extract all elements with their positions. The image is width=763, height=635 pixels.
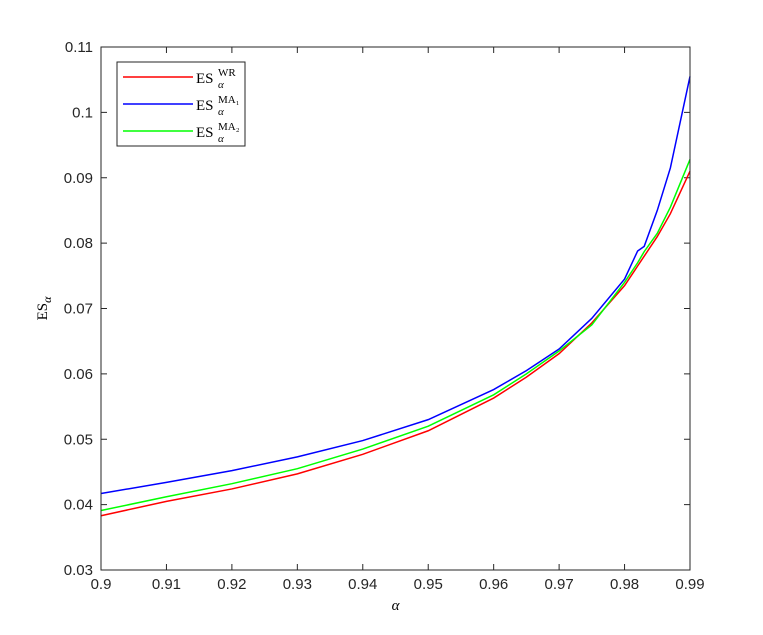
y-axis-label: ESα (35, 296, 54, 321)
y-tick-label: 0.07 (64, 301, 93, 318)
legend-sub: α (218, 79, 224, 91)
y-tick-label: 0.06 (64, 366, 93, 383)
y-label-sub: α (40, 296, 54, 303)
y-tick-label: 0.11 (65, 39, 93, 56)
y-tick-label: 0.05 (64, 431, 93, 448)
x-tick-label: 0.9 (91, 576, 112, 593)
legend-sup: WR (218, 67, 236, 79)
y-tick-label: 0.04 (64, 497, 93, 514)
x-tick-label: 0.96 (479, 576, 508, 593)
legend-sup: MA₂ (218, 121, 240, 133)
legend-sub: α (218, 133, 224, 145)
legend-label: ES MA₁ α (196, 94, 240, 118)
legend-sup: MA₁ (218, 94, 240, 106)
x-tick-label: 0.94 (348, 576, 377, 593)
x-axis-label: α (392, 598, 401, 614)
axes-box (100, 46, 691, 571)
x-tick-label: 0.93 (283, 576, 312, 593)
x-tick-label: 0.92 (217, 576, 246, 593)
x-tick-label: 0.95 (414, 576, 443, 593)
series-line (100, 76, 691, 495)
y-tick-label: 0.03 (64, 562, 93, 579)
y-tick-label: 0.08 (64, 235, 93, 252)
series-line (100, 159, 691, 512)
legend-label: ES WR α (196, 67, 236, 91)
x-tick-label: 0.99 (675, 576, 704, 593)
legend-sub: α (218, 106, 224, 118)
legend-name: ES (196, 125, 214, 141)
y-tick-label: 0.1 (72, 104, 93, 121)
x-tick-label: 0.97 (545, 576, 574, 593)
legend-name: ES (196, 71, 214, 87)
x-tick-label: 0.91 (152, 576, 181, 593)
x-tick-label: 0.98 (610, 576, 639, 593)
legend-name: ES (196, 98, 214, 114)
series-line (100, 170, 691, 517)
y-tick-label: 0.09 (64, 170, 93, 187)
y-label-main: ES (35, 303, 51, 321)
legend-label: ES MA₂ α (196, 121, 240, 145)
